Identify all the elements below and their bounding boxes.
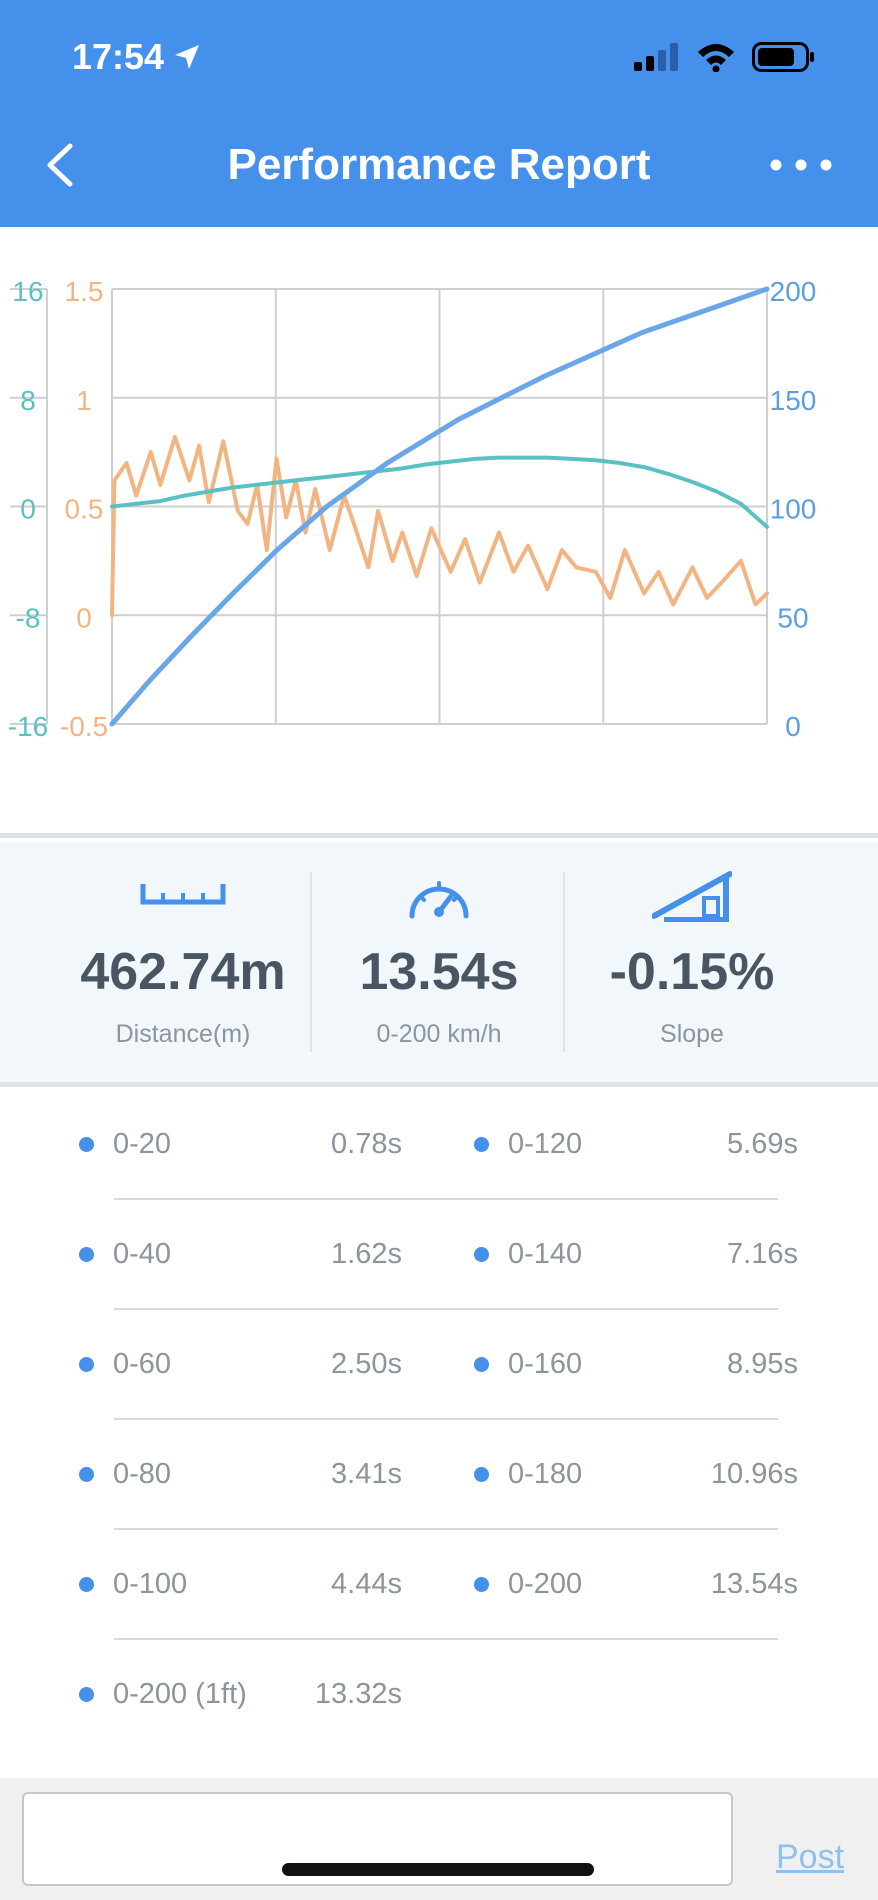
back-icon[interactable] [38, 140, 88, 190]
wifi-icon [698, 44, 734, 72]
performance-chart: 16 8 0 -8 -16 1.5 1 0.5 0 -0.5 200 150 100 50 0 [0, 227, 878, 833]
series-line-0 [109, 286, 770, 727]
split-label: 0-180 [508, 1458, 583, 1490]
row-divider [114, 1418, 778, 1420]
split-label: 0-80 [113, 1458, 172, 1490]
split-time: 0.78s [331, 1128, 402, 1160]
battery-icon [752, 42, 814, 72]
time-label: 0-200 km/h [376, 1020, 502, 1048]
status-time-text: 17:54 [72, 36, 165, 77]
separator-bottom [0, 1082, 878, 1087]
split-label: 0-120 [508, 1128, 583, 1160]
split-time: 8.95s [727, 1348, 798, 1380]
split-time: 1.62s [331, 1238, 402, 1270]
axis-tick-label-right: 150 [770, 385, 817, 416]
slope-value: -0.15% [609, 943, 775, 1001]
split-time: 3.41s [331, 1458, 402, 1490]
comment-input[interactable] [22, 1792, 733, 1886]
bullet-dot-icon [474, 1577, 489, 1592]
split-time: 2.50s [331, 1348, 402, 1380]
distance-value: 462.74m [80, 943, 286, 1001]
axis-tick-label-left-outer: 8 [20, 385, 36, 416]
axis-tick-label-right: 100 [770, 494, 817, 525]
split-label: 0-20 [113, 1128, 172, 1160]
axis-tick-label-right: 0 [785, 711, 801, 742]
bullet-dot-icon [474, 1137, 489, 1152]
slope-label: Slope [660, 1020, 724, 1048]
axis-tick-label-left-inner: 0.5 [65, 494, 104, 525]
series-line-2 [110, 434, 769, 618]
ruler-icon [140, 884, 226, 905]
split-row: 0-80 3.41s 0-180 10.96s [0, 1420, 878, 1530]
bullet-dot-icon [79, 1577, 94, 1592]
page-title: Performance Report [227, 140, 651, 189]
split-label: 0-200 (1ft) [113, 1678, 247, 1710]
app-header: 17:54 Performance Report [0, 0, 878, 227]
stat-time: 13.54s 0-200 km/h [312, 842, 566, 1082]
axis-tick-label-right: 200 [770, 276, 817, 307]
row-divider [114, 1198, 778, 1200]
split-label: 0-200 [508, 1568, 583, 1600]
axis-tick-label-right: 50 [777, 602, 808, 633]
stat-divider [310, 872, 312, 1052]
split-time: 13.54s [710, 1568, 798, 1600]
row-divider [114, 1308, 778, 1310]
split-row: 0-60 2.50s 0-160 8.95s [0, 1310, 878, 1420]
location-arrow-icon [175, 45, 200, 69]
more-options-icon[interactable] [766, 150, 836, 180]
split-row: 0-40 1.62s 0-140 7.16s [0, 1200, 878, 1310]
bullet-dot-icon [79, 1137, 94, 1152]
time-value: 13.54s [359, 943, 519, 1001]
split-time: 7.16s [727, 1238, 798, 1270]
bullet-dot-icon [474, 1357, 489, 1372]
split-label: 0-60 [113, 1348, 172, 1380]
row-divider [114, 1528, 778, 1530]
separator-top [0, 833, 878, 838]
split-row: 0-200 (1ft) 13.32s [0, 1640, 878, 1750]
axis-tick-label-left-inner: 0 [76, 602, 92, 633]
split-row: 0-20 0.78s 0-120 5.69s [0, 1090, 878, 1200]
split-time: 13.32s [314, 1678, 402, 1710]
bullet-dot-icon [79, 1247, 94, 1262]
bullet-dot-icon [79, 1357, 94, 1372]
bullet-dot-icon [474, 1467, 489, 1482]
axis-tick-label-left-inner: -0.5 [60, 711, 108, 742]
split-label: 0-140 [508, 1238, 583, 1270]
chart-svg: 16 8 0 -8 -16 1.5 1 0.5 0 -0.5 200 150 100 50 0 [8, 276, 817, 742]
split-time: 10.96s [710, 1458, 798, 1490]
bullet-dot-icon [79, 1687, 94, 1702]
stats-panel: 462.74m Distance(m) 13.54s 0-200 km/h -0… [0, 842, 878, 1082]
status-time: 17:54 [72, 36, 202, 78]
bullet-dot-icon [474, 1247, 489, 1262]
split-time: 5.69s [727, 1128, 798, 1160]
split-time: 4.44s [331, 1568, 402, 1600]
stat-slope: -0.15% Slope [565, 842, 819, 1082]
axis-tick-label-left-outer: -8 [16, 602, 41, 633]
split-row: 0-100 4.44s 0-200 13.54s [0, 1530, 878, 1640]
axis-tick-label-left-inner: 1 [76, 385, 92, 416]
split-label: 0-100 [113, 1568, 188, 1600]
home-indicator [282, 1863, 594, 1876]
stat-distance: 462.74m Distance(m) [56, 842, 310, 1082]
bullet-dot-icon [79, 1467, 94, 1482]
stat-divider [563, 872, 565, 1052]
row-divider [114, 1638, 778, 1640]
slope-icon [652, 871, 732, 922]
status-icons [634, 42, 816, 72]
cellular-signal-icon [634, 43, 678, 71]
post-button[interactable]: Post [776, 1838, 845, 1876]
axis-tick-label-left-outer: 0 [20, 494, 36, 525]
axis-tick-label-left-outer: 16 [12, 276, 43, 307]
distance-label: Distance(m) [115, 1020, 251, 1048]
speedometer-icon [409, 881, 469, 919]
series-line-1 [110, 455, 769, 529]
comment-bar: Post [0, 1778, 878, 1900]
split-label: 0-40 [113, 1238, 172, 1270]
axis-tick-label-left-outer: -16 [8, 711, 48, 742]
split-label: 0-160 [508, 1348, 583, 1380]
axis-tick-label-left-inner: 1.5 [65, 276, 104, 307]
